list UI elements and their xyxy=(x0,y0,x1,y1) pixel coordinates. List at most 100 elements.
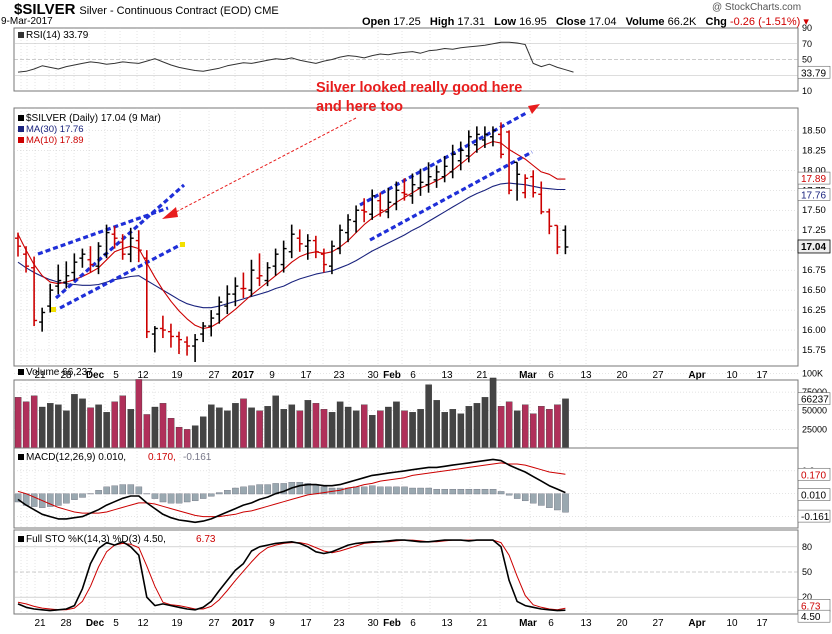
channel-1-upper xyxy=(37,206,169,256)
macd-histogram-bar xyxy=(538,493,545,506)
macd-histogram-bar xyxy=(167,493,175,504)
x-tick-label: 13 xyxy=(580,618,592,629)
macd-histogram-bar xyxy=(433,488,440,495)
sto-k-line xyxy=(17,539,566,612)
ohlc-bar xyxy=(280,240,287,273)
ohlc-bar xyxy=(522,174,529,199)
ohlc-bar xyxy=(47,283,54,313)
ohlc-bar xyxy=(353,205,360,233)
macd-histogram-bar xyxy=(393,486,400,495)
macd-histogram-bar xyxy=(264,484,271,495)
volume-bar xyxy=(79,398,86,449)
ohlc-bar xyxy=(489,126,496,147)
ohlc-bar xyxy=(256,253,263,287)
annotation-arrow-1-head xyxy=(162,207,178,219)
volume-bar xyxy=(272,395,279,449)
macd-histogram-bar xyxy=(360,486,368,495)
ohlc-bar xyxy=(449,144,456,179)
x-tick-label: 10 xyxy=(726,370,738,381)
ohlc-bar xyxy=(272,248,279,276)
ohlc-bar xyxy=(192,334,199,363)
sto-d-tag: 6.73 xyxy=(801,601,821,612)
x-tick-label: 6 xyxy=(410,370,416,381)
volume-bar xyxy=(159,403,167,449)
volume-tick-label: 25000 xyxy=(802,424,827,434)
ohlc-bar xyxy=(401,178,408,201)
x-axis-band xyxy=(14,616,798,630)
ohlc-bar xyxy=(184,336,191,356)
x-tick-label: 27 xyxy=(652,618,664,629)
macd-histogram-bar xyxy=(14,493,22,503)
volume-bar xyxy=(199,416,207,449)
x-tick-label: 13 xyxy=(441,370,453,381)
macd-signal-tag: 0.170 xyxy=(801,470,826,481)
volume-bar xyxy=(191,425,199,449)
ma10-price-tag-box xyxy=(797,171,831,185)
volume-bar xyxy=(417,409,424,449)
x-tick-label: 13 xyxy=(580,370,592,381)
macd-hist-tag-box xyxy=(797,509,831,523)
legend-swatch xyxy=(18,126,24,132)
macd-histogram-bar xyxy=(417,487,424,495)
legend-swatch xyxy=(18,137,24,143)
macd-legend-signal: 0.170, xyxy=(148,452,176,463)
macd-histogram-bar xyxy=(232,487,239,495)
volume-bar xyxy=(224,410,231,449)
ohlc-bar xyxy=(433,165,440,188)
macd-histogram-bar xyxy=(30,493,38,507)
macd-histogram-bar xyxy=(409,487,416,495)
volume-tick-label: 75000 xyxy=(802,387,827,397)
ma10-line xyxy=(17,140,566,330)
ma30-legend: MA(30) 17.76 xyxy=(26,124,84,135)
ohlc-bar xyxy=(127,227,134,263)
channel-anchor-point xyxy=(51,307,56,312)
volume-bar xyxy=(369,415,376,449)
volume-tick-label: 50000 xyxy=(802,406,827,416)
volume-bar xyxy=(473,403,481,449)
ohlc-bar xyxy=(506,130,513,195)
macd-histogram-bar xyxy=(369,485,376,495)
volume-bar xyxy=(256,410,263,449)
chart-date: 9-Mar-2017 xyxy=(1,16,53,27)
macd-histogram-bar xyxy=(473,488,481,495)
annotation-arrow-1-line xyxy=(171,117,357,215)
ohlc-bar xyxy=(304,234,311,260)
macd-histogram-bar xyxy=(55,493,62,506)
volume-bar xyxy=(103,412,110,449)
volume-bar xyxy=(505,401,513,449)
macd-histogram-bar xyxy=(216,492,223,495)
price-panel xyxy=(13,107,799,367)
rsi-current-tag-box xyxy=(797,65,831,79)
volume-bar xyxy=(312,403,320,449)
x-tick-label: 28 xyxy=(60,618,72,629)
ohlc-bar xyxy=(465,130,472,163)
macd-histogram-bar xyxy=(280,483,287,495)
volume-bar xyxy=(513,410,521,449)
ohlc-bar xyxy=(111,226,118,249)
ohlc-bar xyxy=(103,224,110,259)
ohlc-bar xyxy=(264,262,271,287)
volume-bar xyxy=(296,410,304,449)
macd-histogram-bar xyxy=(151,493,159,499)
close-price-tag-box xyxy=(797,239,831,254)
macd-histogram-bar xyxy=(481,488,489,495)
volume-bar xyxy=(393,401,400,449)
macd-histogram-bar xyxy=(312,484,320,495)
ohlc-bar xyxy=(562,225,569,255)
ohlc-readout: Open 17.25 High 17.31 Low 16.95 Close 17… xyxy=(362,16,809,28)
volume-bar xyxy=(39,406,46,449)
ohlc-bar xyxy=(23,246,30,273)
price-tick-label: 16.75 xyxy=(802,265,826,276)
volume-bar xyxy=(401,410,408,449)
ohlc-bar xyxy=(200,322,207,343)
ohlc-bar xyxy=(530,170,537,198)
volume-bar xyxy=(288,404,296,449)
macd-histogram-bar xyxy=(79,493,86,498)
x-tick-label: 17 xyxy=(756,370,768,381)
x-tick-label: Apr xyxy=(688,370,705,381)
ohlc-bar xyxy=(135,230,142,263)
annotation-text-1: Silver looked really good here xyxy=(316,80,522,96)
ohlc-bar xyxy=(87,246,94,273)
x-tick-label: 2017 xyxy=(232,618,255,629)
sto-k-tag: 4.50 xyxy=(801,612,821,623)
